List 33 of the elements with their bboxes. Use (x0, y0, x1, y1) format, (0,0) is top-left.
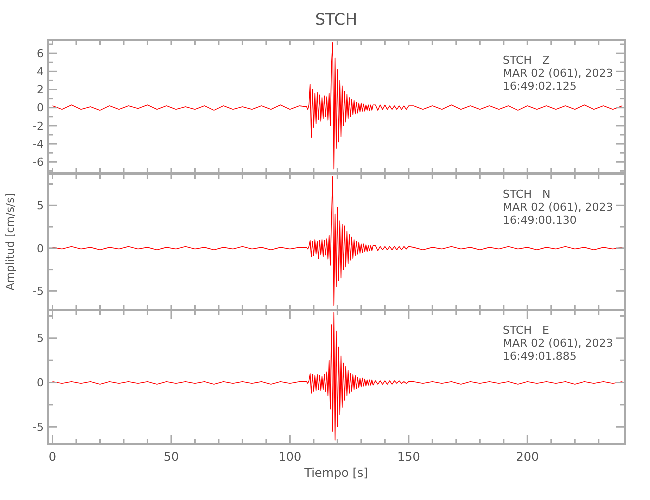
annotation: STCH N (503, 188, 551, 201)
annotation: 16:49:02.125 (503, 80, 577, 93)
x-tick-label: 0 (48, 450, 57, 464)
y-tick-label: -6 (33, 156, 44, 169)
y-tick-label: 5 (37, 200, 44, 212)
annotation: MAR 02 (061), 2023 (503, 67, 614, 80)
y-axis-title: Amplitud [cm/s/s] (4, 193, 17, 291)
annotation: 16:49:01.885 (503, 350, 577, 363)
x-tick-label: 150 (397, 450, 420, 464)
y-tick-label: 0 (37, 102, 44, 115)
x-axis-title: Tiempo [s] (304, 466, 368, 480)
line-series (52, 312, 624, 441)
x-tick-label: 100 (278, 450, 302, 464)
y-tick-label: -5 (33, 420, 44, 434)
annotation: MAR 02 (061), 2023 (503, 337, 614, 350)
x-tick-label: 50 (164, 450, 180, 464)
line-series (52, 42, 624, 170)
chart-title: STCH (315, 10, 358, 29)
annotation: MAR 02 (061), 2023 (503, 201, 614, 214)
y-tick-label: -2 (33, 120, 44, 133)
y-tick-label: 5 (37, 332, 44, 346)
y-tick-label: 4 (37, 66, 44, 79)
y-tick-label: -5 (33, 285, 44, 298)
annotation: STCH E (503, 324, 550, 337)
x-tick-label: 200 (516, 450, 540, 464)
y-tick-label: 0 (37, 376, 44, 390)
y-tick-label: -4 (33, 138, 44, 151)
y-tick-label: 0 (37, 242, 44, 256)
annotation: STCH Z (503, 54, 550, 67)
annotation: 16:49:00.130 (503, 214, 577, 227)
y-tick-label: 2 (37, 84, 44, 97)
line-series (52, 176, 624, 306)
y-tick-label: 6 (37, 47, 44, 60)
